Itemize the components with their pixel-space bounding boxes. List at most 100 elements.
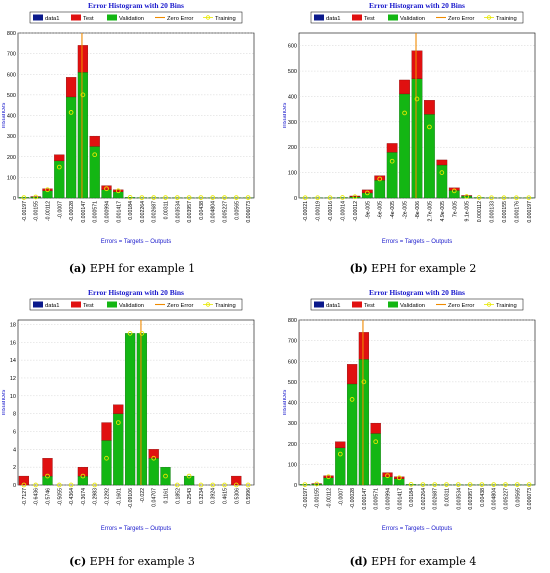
legend-swatch-test [71, 301, 81, 308]
test-bar [461, 195, 473, 197]
y-tick-label: 200 [288, 442, 297, 448]
x-tick-label: 0.000155 [502, 201, 508, 223]
training-point [439, 170, 445, 175]
caption-c: (c) EPH for example 3 [2, 555, 262, 568]
x-tick-label: -0.7127 [22, 488, 28, 506]
y-tick-label: 14 [10, 358, 16, 364]
validation-bar [349, 196, 361, 199]
validation-bar [42, 475, 53, 486]
y-tick-label: 0 [294, 196, 297, 202]
caption-b-text: EPH for example 2 [371, 262, 477, 275]
x-tick-label: -0.00019 [316, 201, 322, 222]
x-tick-label: 0.000176 [514, 201, 520, 223]
training-point [21, 482, 27, 488]
x-tick-label: 0.5996 [246, 488, 252, 504]
legend-label-test: Test [364, 16, 375, 22]
training-point [198, 195, 204, 200]
training-point [233, 482, 239, 488]
caption-a-letter: (a) [68, 262, 87, 275]
x-tick-label: 0.000994 [105, 201, 111, 223]
x-tick-label: 0.006073 [246, 201, 252, 223]
test-bar [113, 189, 124, 192]
caption-d: (d) EPH for example 4 [283, 555, 543, 568]
chart-panel-a: Error Histogram with 20 Bins 0 100 200 300 40… [2, 0, 264, 258]
x-tick-label: -0.00155 [34, 201, 40, 222]
y-tick-label: 800 [288, 318, 297, 324]
training-point [340, 195, 345, 200]
test-bar [65, 77, 77, 98]
x-tick-label: -0.00197 [303, 488, 309, 509]
y-tick-label: 16 [10, 340, 16, 346]
training-point [514, 482, 520, 487]
validation-bar [299, 484, 311, 486]
training-point [104, 186, 109, 192]
training-point [222, 195, 227, 200]
training-point [361, 379, 367, 385]
training-point [210, 482, 216, 488]
x-tick-label: 9.1e-005 [465, 201, 471, 222]
test-bar [42, 188, 53, 191]
x-tick-label: -0.00028 [350, 488, 356, 509]
caption-d-letter: (d) [349, 555, 368, 568]
legend-label-test: Test [83, 16, 94, 22]
y-tick-label: 400 [7, 114, 16, 120]
caption-a: (a) EPH for example 1 [2, 262, 262, 275]
legend-box [29, 11, 243, 24]
training-point [21, 195, 27, 200]
y-tick-label: 0 [294, 483, 297, 489]
training-point [68, 110, 74, 115]
legend-swatch-data1 [314, 14, 324, 21]
test-bar [42, 458, 53, 477]
training-point [198, 482, 204, 488]
x-tick-label: 0.3234 [199, 488, 205, 504]
x-axis-label: Errors = Targets – Outputs [101, 239, 171, 245]
test-bar [370, 422, 381, 434]
training-point [503, 482, 508, 487]
x-tick-label: 0.001417 [397, 488, 403, 510]
validation-bar [361, 192, 373, 199]
validation-bar [89, 146, 100, 199]
x-tick-label: -0.00155 [315, 488, 321, 509]
training-point [337, 451, 343, 457]
legend-swatch-test [352, 301, 362, 308]
training-point [455, 482, 461, 487]
training-point [68, 482, 74, 488]
test-bar [349, 195, 361, 197]
test-bar [148, 449, 159, 459]
x-tick-label: -0.00016 [328, 201, 334, 222]
x-tick-label: 0.000994 [386, 488, 392, 510]
x-tick-label: 0.00565 [234, 201, 240, 220]
validation-bar [160, 467, 171, 486]
training-point [377, 176, 383, 182]
x-tick-label: 0.003957 [468, 488, 474, 510]
validation-bar [436, 164, 448, 199]
validation-bar [183, 475, 195, 486]
x-tick-label: 0.000133 [490, 201, 496, 223]
x-tick-label: 0.000571 [374, 488, 380, 510]
x-tick-label: -0.6436 [34, 488, 40, 506]
x-tick-label: -0.3674 [81, 488, 87, 506]
validation-bar [148, 458, 159, 486]
legend-swatch-test [352, 14, 362, 21]
x-axis-label: Errors = Targets – Outputs [382, 239, 452, 245]
training-point [427, 124, 432, 130]
validation-bar [461, 195, 473, 199]
y-tick-label: 600 [288, 44, 297, 50]
x-axis-label: Errors = Targets – Outputs [382, 526, 452, 532]
x-tick-label: 0.000147 [362, 488, 368, 510]
x-tick-label: 0.00311 [164, 201, 170, 219]
training-point [491, 482, 497, 487]
training-point [315, 195, 320, 201]
histogram-svg: Error Histogram with 20 Bins 0 100 200 300 40… [283, 1, 536, 245]
validation-bar [18, 197, 30, 199]
x-tick-label: 0.000571 [93, 201, 99, 223]
x-tick-label: -9e-005 [365, 201, 371, 219]
x-tick-label: -0.00028 [69, 201, 75, 222]
chart-panel-d: Error Histogram with 20 Bins 0 100 200 300 40… [283, 287, 545, 545]
legend: data1 Test Validation Zero Error Training [29, 298, 243, 311]
training-point [80, 473, 86, 479]
caption-c-text: EPH for example 3 [89, 555, 195, 568]
y-tick-label: 600 [288, 359, 297, 365]
y-tick-label: 700 [288, 339, 297, 345]
legend-label-validation: Validation [400, 303, 425, 309]
